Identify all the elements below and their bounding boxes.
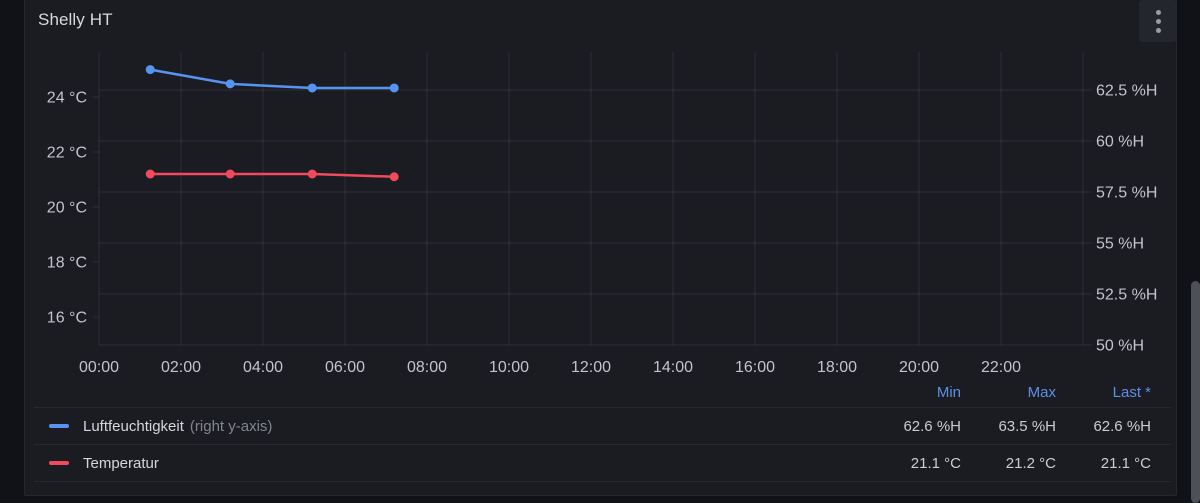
svg-text:18 °C: 18 °C: [47, 255, 87, 272]
panel-menu-button[interactable]: [1139, 0, 1176, 42]
svg-text:60 %H: 60 %H: [1096, 134, 1144, 151]
svg-text:16:00: 16:00: [735, 359, 775, 376]
max-value: 63.5 %H: [998, 417, 1056, 435]
svg-text:55 %H: 55 %H: [1096, 236, 1144, 253]
svg-text:52.5 %H: 52.5 %H: [1096, 287, 1157, 304]
svg-text:10:00: 10:00: [489, 359, 529, 376]
legend-table: Min Max Last * Luftfeuchtigkeit (right y…: [34, 378, 1171, 482]
svg-text:02:00: 02:00: [161, 359, 201, 376]
svg-text:12:00: 12:00: [571, 359, 611, 376]
series-label[interactable]: Luftfeuchtigkeit: [83, 417, 184, 435]
svg-text:14:00: 14:00: [653, 359, 693, 376]
kebab-menu-icon: [1155, 9, 1161, 33]
panel-title[interactable]: Shelly HT: [38, 10, 113, 29]
svg-text:08:00: 08:00: [407, 359, 447, 376]
series-color-swatch-red: [49, 461, 69, 465]
svg-text:22 °C: 22 °C: [47, 145, 87, 162]
time-series-chart[interactable]: 62.5 %H 60 %H 57.5 %H 55 %H 52.5 %H 50 %H 24 °…: [25, 0, 1176, 376]
legend-row-luftfeuchtigkeit[interactable]: Luftfeuchtigkeit (right y-axis) 62.6 %H …: [34, 408, 1171, 445]
max-value: 21.2 °C: [1005, 454, 1056, 472]
svg-text:24 °C: 24 °C: [47, 90, 87, 107]
last-value: 21.1 °C: [1100, 454, 1151, 472]
page-scrollbar-thumb[interactable]: [1191, 281, 1200, 503]
legend-row-temperatur[interactable]: Temperatur 21.1 °C 21.2 °C 21.1 °C: [34, 445, 1171, 482]
legend-column-min[interactable]: Min: [936, 384, 961, 401]
svg-text:50 %H: 50 %H: [1096, 338, 1144, 355]
svg-text:16 °C: 16 °C: [47, 310, 87, 327]
legend-header-row: Min Max Last *: [34, 378, 1171, 408]
svg-text:22:00: 22:00: [981, 359, 1021, 376]
svg-text:62.5 %H: 62.5 %H: [1096, 83, 1157, 100]
svg-text:57.5 %H: 57.5 %H: [1096, 185, 1157, 202]
svg-text:20:00: 20:00: [899, 359, 939, 376]
svg-text:20 °C: 20 °C: [47, 200, 87, 217]
legend-column-max[interactable]: Max: [1027, 384, 1056, 401]
series-label[interactable]: Temperatur: [83, 454, 159, 472]
svg-text:18:00: 18:00: [817, 359, 857, 376]
min-value: 21.1 °C: [910, 454, 961, 472]
series-axis-annotation: (right y-axis): [189, 417, 273, 435]
legend-column-last[interactable]: Last *: [1112, 384, 1151, 401]
series-color-swatch-blue: [49, 424, 69, 428]
grafana-panel: Shelly HT 62.5 %H 60 %H 57.5 %H 55 %H 52.5 %…: [24, 0, 1177, 496]
svg-text:04:00: 04:00: [243, 359, 283, 376]
svg-text:00:00: 00:00: [79, 359, 119, 376]
svg-text:06:00: 06:00: [325, 359, 365, 376]
min-value: 62.6 %H: [903, 417, 961, 435]
last-value: 62.6 %H: [1093, 417, 1151, 435]
